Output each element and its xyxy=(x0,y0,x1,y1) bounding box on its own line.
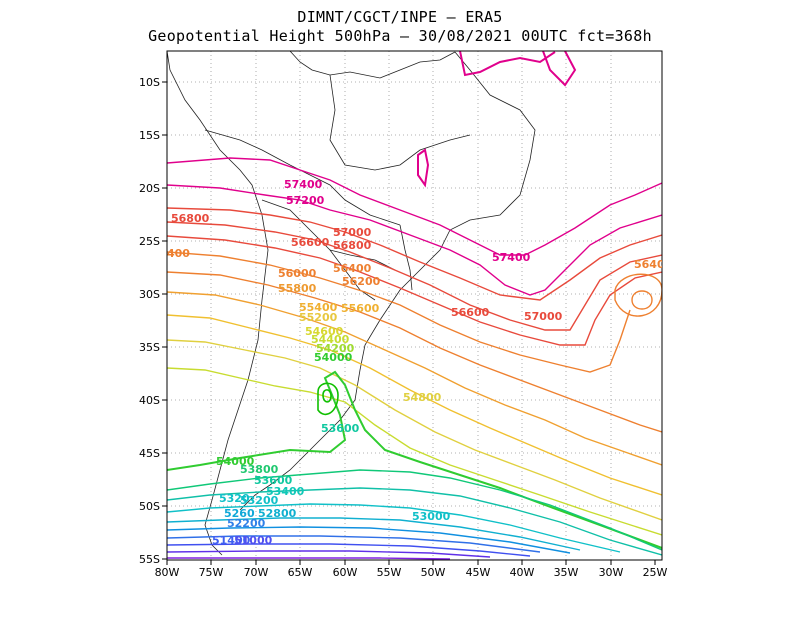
lat-label: 50S xyxy=(139,500,160,513)
contour-label: 51400 xyxy=(212,534,251,547)
lat-label: 10S xyxy=(139,76,160,89)
contour-label: 52800 xyxy=(258,507,297,520)
contour-label: 54200 xyxy=(316,342,355,355)
contour-label: 57400 xyxy=(492,251,531,264)
lon-label: 50W xyxy=(421,566,446,579)
contour-label: 54000 xyxy=(314,351,353,364)
lon-label: 45W xyxy=(466,566,491,579)
contour-label: 55600 xyxy=(341,302,380,315)
contour-label: 54600 xyxy=(305,325,344,338)
contour-label: 400 xyxy=(167,247,190,260)
lat-label: 55S xyxy=(139,553,160,566)
lat-label: 45S xyxy=(139,447,160,460)
contour-label: 57000 xyxy=(524,310,563,323)
contour-labels: 57400 57200 57400 56800 57000 56800 5660… xyxy=(167,178,665,547)
contour-label: 53200 xyxy=(240,494,279,507)
tick-marks xyxy=(162,81,656,565)
contour-label: 53000 xyxy=(412,510,451,523)
contour-label: 57200 xyxy=(286,194,325,207)
contour-label: 53800 xyxy=(240,463,279,476)
lat-label: 30S xyxy=(139,288,160,301)
lat-label: 20S xyxy=(139,182,160,195)
lat-label: 40S xyxy=(139,394,160,407)
lat-label: 25S xyxy=(139,235,160,248)
lat-label: 35S xyxy=(139,341,160,354)
contour-layer xyxy=(167,51,662,560)
contour-label: 5320 xyxy=(219,492,250,505)
contour-label: 54000 xyxy=(216,455,255,468)
contour-label: 5260 xyxy=(224,507,255,520)
contour-label: 54400 xyxy=(311,333,350,346)
lon-label: 40W xyxy=(510,566,535,579)
contour-label: 57000 xyxy=(333,226,372,239)
contour-label: 55800 xyxy=(278,282,317,295)
lon-label: 30W xyxy=(599,566,624,579)
contour-label: 56800 xyxy=(171,212,210,225)
contour-label: 56000 xyxy=(278,267,317,280)
contour-label: 53400 xyxy=(266,485,305,498)
contour-label: 56600 xyxy=(451,306,490,319)
contour-label: 55200 xyxy=(299,311,338,324)
lon-label: 35W xyxy=(554,566,579,579)
contour-label: 54800 xyxy=(403,391,442,404)
contour-label: 56200 xyxy=(342,275,381,288)
contour-label: 56400 xyxy=(333,262,372,275)
contour-label: 57400 xyxy=(284,178,323,191)
lon-axis-labels: 80W 75W 70W 65W 60W 55W 50W 45W 40W 35W … xyxy=(155,566,668,579)
lat-label: 15S xyxy=(139,129,160,142)
contour-label: 51000 xyxy=(234,534,273,547)
coastline xyxy=(167,51,536,556)
plot-frame xyxy=(166,50,663,561)
lat-lon-grid xyxy=(167,51,662,560)
lon-label: 25W xyxy=(643,566,668,579)
contour-label: 5640 xyxy=(634,258,665,271)
lon-label: 55W xyxy=(377,566,402,579)
contour-label: 56600 xyxy=(291,236,330,249)
contour-label: 55400 xyxy=(299,301,338,314)
contour-label: 53600 xyxy=(254,474,293,487)
lon-label: 70W xyxy=(244,566,269,579)
contour-label: 52200 xyxy=(227,517,266,530)
title-line-1: DIMNT/CGCT/INPE – ERA5 xyxy=(297,8,503,26)
lat-axis-labels: 10S 15S 20S 25S 30S 35S 40S 45S 50S 55S xyxy=(139,76,160,566)
title-line-2: Geopotential Height 500hPa – 30/08/2021 … xyxy=(148,27,652,45)
lon-label: 65W xyxy=(288,566,313,579)
lon-label: 60W xyxy=(333,566,358,579)
contour-label: 53600 xyxy=(321,422,360,435)
contour-label: 56800 xyxy=(333,239,372,252)
lon-label: 75W xyxy=(199,566,224,579)
lon-label: 80W xyxy=(155,566,180,579)
